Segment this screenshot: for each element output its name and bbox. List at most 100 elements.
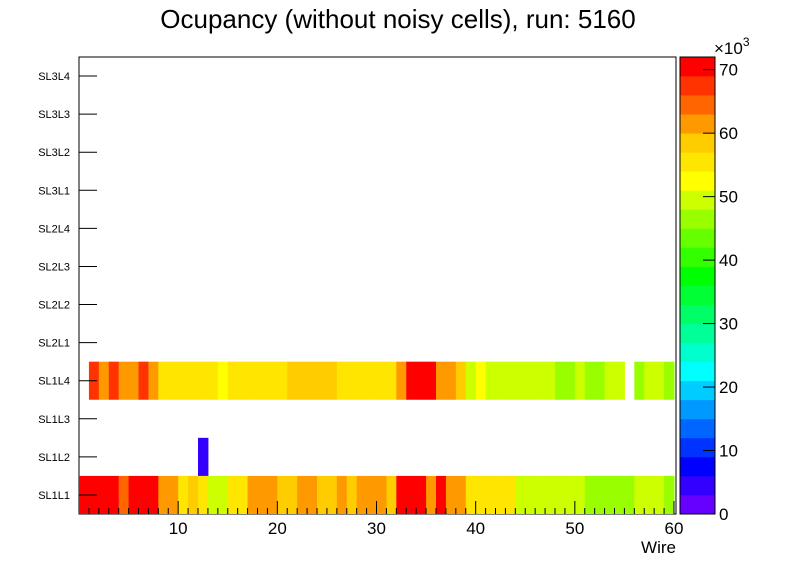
heatmap-cell bbox=[535, 475, 546, 514]
heatmap-cell bbox=[644, 361, 655, 400]
heatmap-cell bbox=[98, 475, 110, 514]
z-tick-label: 10 bbox=[719, 442, 738, 461]
heatmap-cell bbox=[168, 361, 179, 400]
heatmap-cell bbox=[297, 475, 308, 514]
heatmap-cell bbox=[564, 475, 576, 514]
heatmap-cell bbox=[118, 361, 130, 400]
z-tick-label: 50 bbox=[719, 188, 738, 207]
heatmap-cell bbox=[237, 475, 249, 514]
row-label: SL3L3 bbox=[38, 109, 70, 121]
palette-swatch bbox=[680, 437, 715, 458]
heatmap-cell bbox=[545, 361, 556, 400]
plot-frame bbox=[78, 56, 677, 515]
palette-swatch bbox=[680, 285, 715, 305]
heatmap-cell bbox=[495, 361, 506, 400]
palette-swatch bbox=[680, 456, 715, 477]
palette-swatch bbox=[680, 266, 715, 286]
row-label: SL1L1 bbox=[38, 490, 70, 502]
heatmap-cell bbox=[555, 475, 566, 514]
heatmap-cell bbox=[188, 475, 199, 514]
palette-swatch bbox=[680, 228, 715, 248]
heatmap-cell bbox=[307, 475, 318, 514]
x-tick-label: 50 bbox=[565, 519, 584, 538]
heatmap-cell bbox=[148, 475, 159, 514]
heatmap-cell bbox=[406, 361, 417, 400]
z-axis-exponent: ×103 bbox=[714, 35, 750, 58]
heatmap-cell bbox=[168, 475, 179, 514]
heatmap-cell bbox=[257, 475, 268, 514]
x-tick-label: 10 bbox=[169, 519, 188, 538]
heatmap-cell bbox=[505, 361, 516, 400]
heatmap-cell bbox=[465, 361, 477, 400]
row-label: SL2L3 bbox=[38, 261, 70, 273]
heatmap-cell bbox=[178, 475, 189, 514]
z-tick-label: 20 bbox=[719, 378, 738, 397]
chart-title: Ocupancy (without noisy cells), run: 516… bbox=[160, 4, 635, 34]
heatmap-cell bbox=[525, 361, 536, 400]
heatmap-cell bbox=[644, 475, 655, 514]
x-axis-title: Wire bbox=[641, 538, 676, 557]
x-tick-label: 20 bbox=[268, 519, 287, 538]
heatmap-cell bbox=[336, 475, 348, 514]
heatmap-cell bbox=[287, 361, 298, 400]
row-label: SL3L1 bbox=[38, 185, 70, 197]
palette-swatch bbox=[680, 361, 715, 382]
heatmap-cell bbox=[485, 361, 496, 400]
heatmap-cell bbox=[366, 361, 377, 400]
heatmap-cell bbox=[158, 475, 169, 514]
heatmap-cell bbox=[545, 475, 556, 514]
color-palette-bar bbox=[680, 57, 715, 515]
heatmap-cell bbox=[326, 475, 338, 514]
heatmap-cell bbox=[227, 361, 239, 400]
heatmap-cell bbox=[128, 475, 139, 514]
row-label: SL2L2 bbox=[38, 300, 70, 312]
palette-frame bbox=[679, 56, 716, 515]
heatmap-cell bbox=[604, 475, 615, 514]
heatmap-cell bbox=[217, 475, 229, 514]
palette-swatch bbox=[680, 304, 715, 324]
heatmap-cell bbox=[525, 475, 536, 514]
heatmap-cell bbox=[436, 361, 447, 400]
row-labels: SL1L1 SL1L2 SL1L3 SL1L4 SL2L1 SL2L2 SL2L3 SL2L4… bbox=[38, 71, 97, 502]
heatmap-cell bbox=[346, 475, 358, 514]
heatmap-cell bbox=[386, 475, 397, 514]
z-tick-label: 60 bbox=[719, 124, 738, 143]
heatmap-cell bbox=[475, 361, 487, 400]
heatmap-cell bbox=[634, 475, 645, 514]
heatmap-cell bbox=[277, 475, 288, 514]
heatmap-cell bbox=[664, 361, 675, 400]
heatmap-cell bbox=[594, 361, 606, 400]
palette-swatch bbox=[680, 95, 715, 115]
heatmap-cell bbox=[198, 437, 209, 476]
palette-swatch bbox=[680, 418, 715, 439]
heatmap-cells bbox=[79, 361, 675, 514]
heatmap-cell bbox=[148, 361, 159, 400]
heatmap-cell bbox=[584, 361, 596, 400]
heatmap-cell bbox=[555, 361, 566, 400]
heatmap-cell bbox=[346, 361, 358, 400]
heatmap-cell bbox=[178, 361, 189, 400]
heatmap-cell bbox=[455, 361, 467, 400]
heatmap-cell bbox=[445, 475, 457, 514]
heatmap-cell bbox=[396, 475, 407, 514]
heatmap-cell bbox=[237, 361, 249, 400]
heatmap-cell bbox=[406, 475, 417, 514]
palette-swatch bbox=[680, 57, 715, 77]
heatmap-cell bbox=[297, 361, 308, 400]
heatmap-cell bbox=[356, 361, 368, 400]
heatmap-cell bbox=[217, 361, 229, 400]
row-label: SL3L2 bbox=[38, 147, 70, 159]
palette-swatch bbox=[680, 133, 715, 153]
heatmap-cell bbox=[574, 475, 586, 514]
row-label: SL1L3 bbox=[38, 414, 70, 426]
heatmap-cell bbox=[138, 361, 149, 400]
heatmap-cell bbox=[535, 361, 546, 400]
heatmap-cell bbox=[198, 475, 209, 514]
heatmap-cell bbox=[287, 475, 298, 514]
z-axis-exponent-base: ×10 bbox=[714, 39, 743, 58]
palette-swatch bbox=[680, 152, 715, 172]
heatmap-cell bbox=[336, 361, 348, 400]
heatmap-cell bbox=[475, 475, 487, 514]
heatmap-cell bbox=[664, 475, 675, 514]
palette-swatch bbox=[680, 380, 715, 401]
